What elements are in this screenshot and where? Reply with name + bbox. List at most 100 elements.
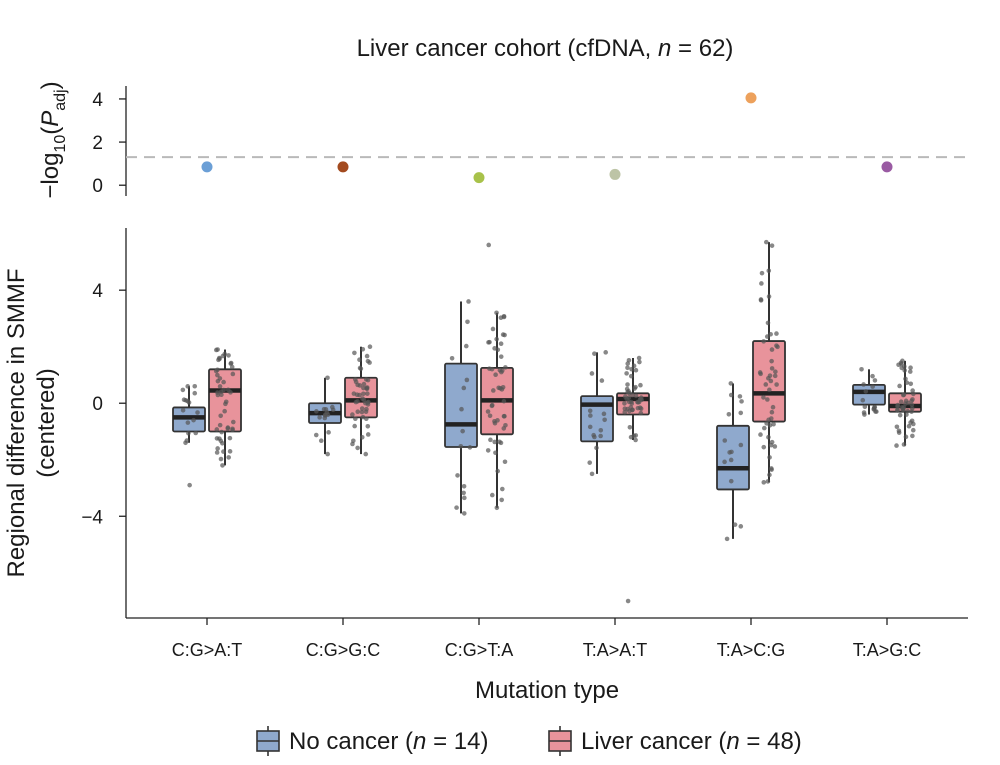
sample-point bbox=[195, 410, 200, 415]
sample-point bbox=[193, 430, 199, 436]
pvalue-point-C:G>A:T bbox=[201, 161, 213, 173]
sample-point bbox=[633, 367, 639, 373]
sample-point bbox=[495, 418, 500, 423]
sample-point bbox=[494, 336, 499, 342]
box-no-cancer-C:G>T:A bbox=[444, 299, 478, 516]
sample-point bbox=[361, 391, 366, 397]
sample-point bbox=[766, 417, 771, 423]
box-liver-cancer-T:A>G:C bbox=[888, 358, 922, 448]
sample-point bbox=[215, 367, 220, 373]
sample-point bbox=[321, 406, 327, 412]
sample-point bbox=[901, 392, 907, 397]
sample-point bbox=[903, 434, 909, 440]
sample-point bbox=[763, 382, 769, 387]
x-tick-label: T:A>A:T bbox=[583, 640, 648, 660]
box-body bbox=[852, 383, 886, 406]
sample-point bbox=[906, 423, 912, 429]
pvalue-point-T:A>G:C bbox=[881, 161, 893, 173]
sample-point bbox=[633, 433, 639, 438]
sample-point bbox=[765, 320, 771, 326]
sample-point bbox=[364, 406, 369, 412]
sample-point bbox=[354, 392, 360, 398]
sample-point bbox=[774, 382, 779, 387]
sample-point bbox=[466, 299, 471, 304]
sample-point bbox=[592, 351, 597, 356]
sample-point bbox=[766, 268, 772, 274]
sample-point bbox=[493, 450, 498, 456]
sample-point bbox=[764, 239, 769, 245]
legend-no-cancer-label: No cancer (n = 14) bbox=[289, 728, 488, 755]
sample-point bbox=[759, 281, 764, 286]
sample-point bbox=[365, 391, 370, 396]
x-tick-label: C:G>G:C bbox=[306, 640, 381, 660]
sample-point bbox=[229, 364, 235, 370]
sample-point bbox=[908, 420, 913, 425]
sample-point bbox=[758, 432, 763, 437]
pvalue-y-tick-label: 4 bbox=[92, 90, 103, 111]
sample-point bbox=[774, 331, 779, 336]
sample-point bbox=[598, 433, 603, 439]
pvalue-y-tick-label: 0 bbox=[92, 176, 103, 197]
pvalue-y-ticks: 0 2 4 bbox=[92, 90, 126, 197]
sample-point bbox=[352, 423, 357, 429]
x-tick-label: T:A>G:C bbox=[853, 640, 922, 660]
sample-point bbox=[624, 396, 629, 402]
sample-point bbox=[594, 445, 599, 451]
sample-point bbox=[498, 341, 504, 347]
sample-point bbox=[771, 421, 776, 427]
sample-point bbox=[895, 404, 900, 409]
sample-point bbox=[220, 353, 226, 359]
sample-point bbox=[907, 369, 913, 374]
sample-point bbox=[361, 385, 366, 391]
sample-point bbox=[364, 353, 370, 359]
sample-point bbox=[624, 386, 630, 392]
sample-point bbox=[218, 413, 224, 419]
sample-point bbox=[359, 406, 365, 411]
sample-point bbox=[217, 384, 223, 389]
sample-point bbox=[728, 381, 734, 386]
sample-point bbox=[498, 354, 504, 359]
sample-point bbox=[761, 395, 766, 400]
boxplot-boxes bbox=[172, 239, 922, 604]
sample-point bbox=[463, 343, 469, 349]
sample-point bbox=[462, 495, 467, 501]
sample-point bbox=[769, 467, 774, 472]
sample-point bbox=[632, 386, 637, 391]
boxplot-y-ticks: −4 0 4 bbox=[81, 281, 126, 528]
sample-point bbox=[738, 410, 744, 416]
sample-point bbox=[226, 353, 231, 358]
sample-point bbox=[769, 409, 775, 415]
sample-point bbox=[495, 468, 501, 474]
sample-point bbox=[759, 270, 765, 276]
sample-point bbox=[497, 385, 503, 391]
sample-point bbox=[638, 395, 644, 400]
box-no-cancer-T:A>A:T bbox=[580, 350, 614, 477]
sample-point bbox=[500, 332, 506, 337]
sample-point bbox=[350, 412, 355, 417]
sample-point bbox=[355, 409, 361, 415]
sample-point bbox=[231, 419, 236, 425]
sample-point bbox=[910, 427, 916, 433]
sample-point bbox=[762, 425, 767, 431]
sample-point bbox=[732, 522, 738, 527]
sample-point bbox=[185, 384, 191, 389]
sample-point bbox=[487, 413, 493, 419]
sample-point bbox=[910, 397, 915, 402]
boxplot-y-tick-label: −4 bbox=[81, 507, 103, 528]
sample-point bbox=[599, 378, 605, 383]
sample-point bbox=[497, 439, 502, 445]
boxplot-y-axis-label: Regional difference in SMMF (centered) bbox=[3, 268, 60, 577]
sample-point bbox=[722, 459, 727, 465]
sample-point bbox=[587, 408, 593, 414]
sample-point bbox=[183, 440, 188, 446]
sample-point bbox=[464, 377, 470, 383]
sample-point bbox=[220, 463, 225, 468]
sample-point bbox=[500, 486, 505, 492]
sample-point bbox=[214, 450, 220, 455]
sample-point bbox=[360, 414, 366, 420]
sample-point bbox=[587, 460, 593, 465]
sample-point bbox=[622, 406, 628, 411]
sample-point bbox=[221, 387, 226, 393]
sample-point bbox=[872, 378, 878, 383]
sample-point bbox=[764, 421, 769, 426]
